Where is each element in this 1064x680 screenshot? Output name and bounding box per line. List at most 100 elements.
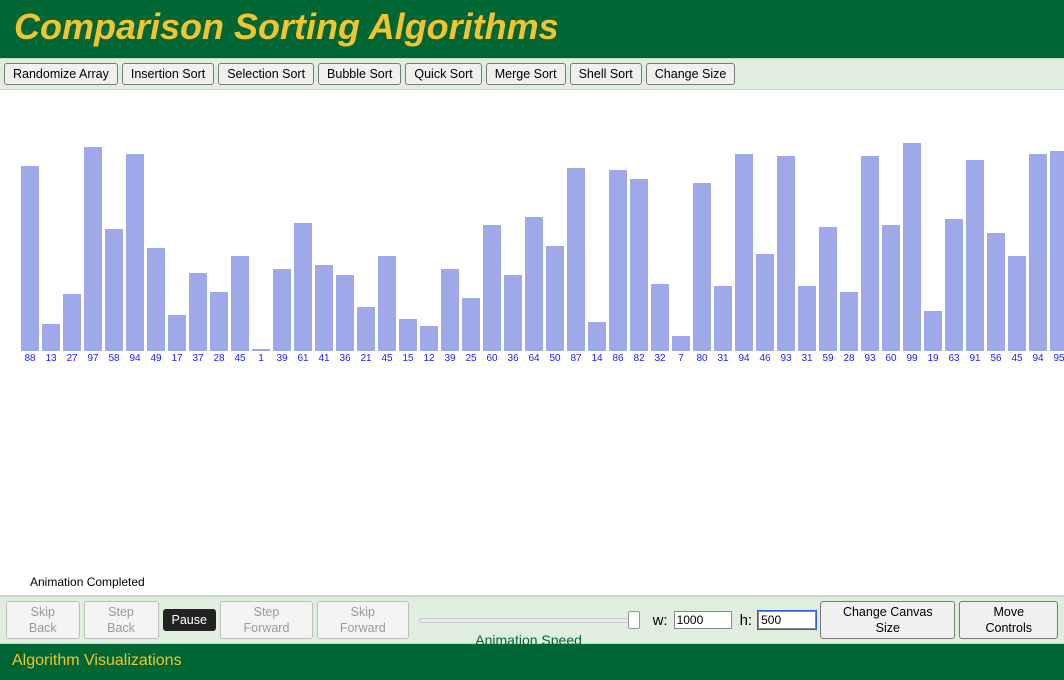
bar: [924, 311, 942, 351]
bar-column: 13: [41, 324, 61, 364]
bar-column: 93: [776, 156, 796, 364]
bar-column: 87: [566, 168, 586, 364]
bar-column: 21: [356, 307, 376, 364]
bar: [567, 168, 585, 351]
bar: [651, 284, 669, 351]
bar-column: 56: [986, 233, 1006, 364]
bar-label: 50: [545, 353, 565, 364]
header: Comparison Sorting Algorithms: [0, 0, 1064, 58]
bar: [819, 227, 837, 351]
bar: [315, 265, 333, 351]
bar-label: 39: [272, 353, 292, 364]
bar-label: 93: [860, 353, 880, 364]
bar-column: 31: [713, 286, 733, 364]
bar-column: 12: [419, 326, 439, 364]
bar-column: 37: [188, 273, 208, 364]
bar: [840, 292, 858, 351]
bar-label: 25: [461, 353, 481, 364]
width-label: w:: [653, 612, 668, 629]
insertion-sort-button[interactable]: Insertion Sort: [122, 63, 214, 85]
speed-label: Animation Speed: [475, 632, 582, 648]
bar: [882, 225, 900, 351]
bar-label: 36: [503, 353, 523, 364]
bar-column: 94: [1028, 154, 1048, 364]
width-input[interactable]: [674, 611, 732, 629]
bar-label: 95: [1049, 353, 1064, 364]
bar-column: 91: [965, 160, 985, 364]
playback-controls: Skip Back Step Back Pause Step Forward S…: [0, 595, 1064, 644]
bar-column: 94: [734, 154, 754, 364]
bar-label: 17: [167, 353, 187, 364]
bubble-sort-button[interactable]: Bubble Sort: [318, 63, 401, 85]
move-controls-button[interactable]: Move Controls: [959, 601, 1058, 639]
bar-column: 17: [167, 315, 187, 364]
bar: [210, 292, 228, 351]
bar: [966, 160, 984, 351]
bar-column: 50: [545, 246, 565, 364]
bar-column: 27: [62, 294, 82, 364]
bar-column: 32: [650, 284, 670, 364]
bar-label: 94: [734, 353, 754, 364]
bar-column: 41: [314, 265, 334, 364]
bar-column: 86: [608, 170, 628, 364]
bar-column: 58: [104, 229, 124, 364]
bar-label: 99: [902, 353, 922, 364]
bar-label: 41: [314, 353, 334, 364]
bar: [777, 156, 795, 351]
bar-label: 21: [356, 353, 376, 364]
bar: [1008, 256, 1026, 351]
bar-column: 59: [818, 227, 838, 364]
footer: Algorithm Visualizations: [0, 644, 1064, 680]
bar: [63, 294, 81, 351]
height-input[interactable]: [758, 611, 816, 629]
skip-back-button[interactable]: Skip Back: [6, 601, 80, 639]
bar: [105, 229, 123, 351]
speed-slider-wrap: Animation Speed: [419, 612, 639, 628]
bar: [462, 298, 480, 351]
bar-label: 63: [944, 353, 964, 364]
bar-column: 95: [1049, 151, 1064, 364]
step-back-button[interactable]: Step Back: [84, 601, 159, 639]
bar: [714, 286, 732, 351]
bar: [630, 179, 648, 351]
bar-label: 59: [818, 353, 838, 364]
bar-label: 61: [293, 353, 313, 364]
bar-label: 1: [251, 353, 271, 364]
bar-column: 36: [503, 275, 523, 364]
speed-slider[interactable]: [419, 612, 639, 628]
change-canvas-button[interactable]: Change Canvas Size: [820, 601, 955, 639]
bar-column: 14: [587, 322, 607, 364]
bar: [42, 324, 60, 351]
step-forward-button[interactable]: Step Forward: [220, 601, 313, 639]
bar-label: 93: [776, 353, 796, 364]
bar: [147, 248, 165, 351]
slider-thumb[interactable]: [628, 611, 640, 629]
bar: [483, 225, 501, 351]
algorithm-toolbar: Randomize Array Insertion Sort Selection…: [0, 58, 1064, 90]
bar-label: 60: [881, 353, 901, 364]
merge-sort-button[interactable]: Merge Sort: [486, 63, 566, 85]
bar-label: 56: [986, 353, 1006, 364]
shell-sort-button[interactable]: Shell Sort: [570, 63, 642, 85]
bar: [357, 307, 375, 351]
pause-button[interactable]: Pause: [163, 609, 216, 631]
bar-label: 88: [20, 353, 40, 364]
bar: [1050, 151, 1064, 351]
bar: [189, 273, 207, 351]
randomize-button[interactable]: Randomize Array: [4, 63, 118, 85]
bar: [903, 143, 921, 351]
bar: [1029, 154, 1047, 351]
bar-column: 46: [755, 254, 775, 364]
bar-column: 88: [20, 166, 40, 364]
skip-forward-button[interactable]: Skip Forward: [317, 601, 409, 639]
bar-column: 60: [482, 225, 502, 364]
bar: [525, 217, 543, 351]
bar: [441, 269, 459, 351]
quick-sort-button[interactable]: Quick Sort: [405, 63, 481, 85]
bar: [126, 154, 144, 351]
selection-sort-button[interactable]: Selection Sort: [218, 63, 314, 85]
change-size-button[interactable]: Change Size: [646, 63, 736, 85]
height-label: h:: [740, 612, 753, 629]
bar: [609, 170, 627, 351]
bar-column: 25: [461, 298, 481, 364]
